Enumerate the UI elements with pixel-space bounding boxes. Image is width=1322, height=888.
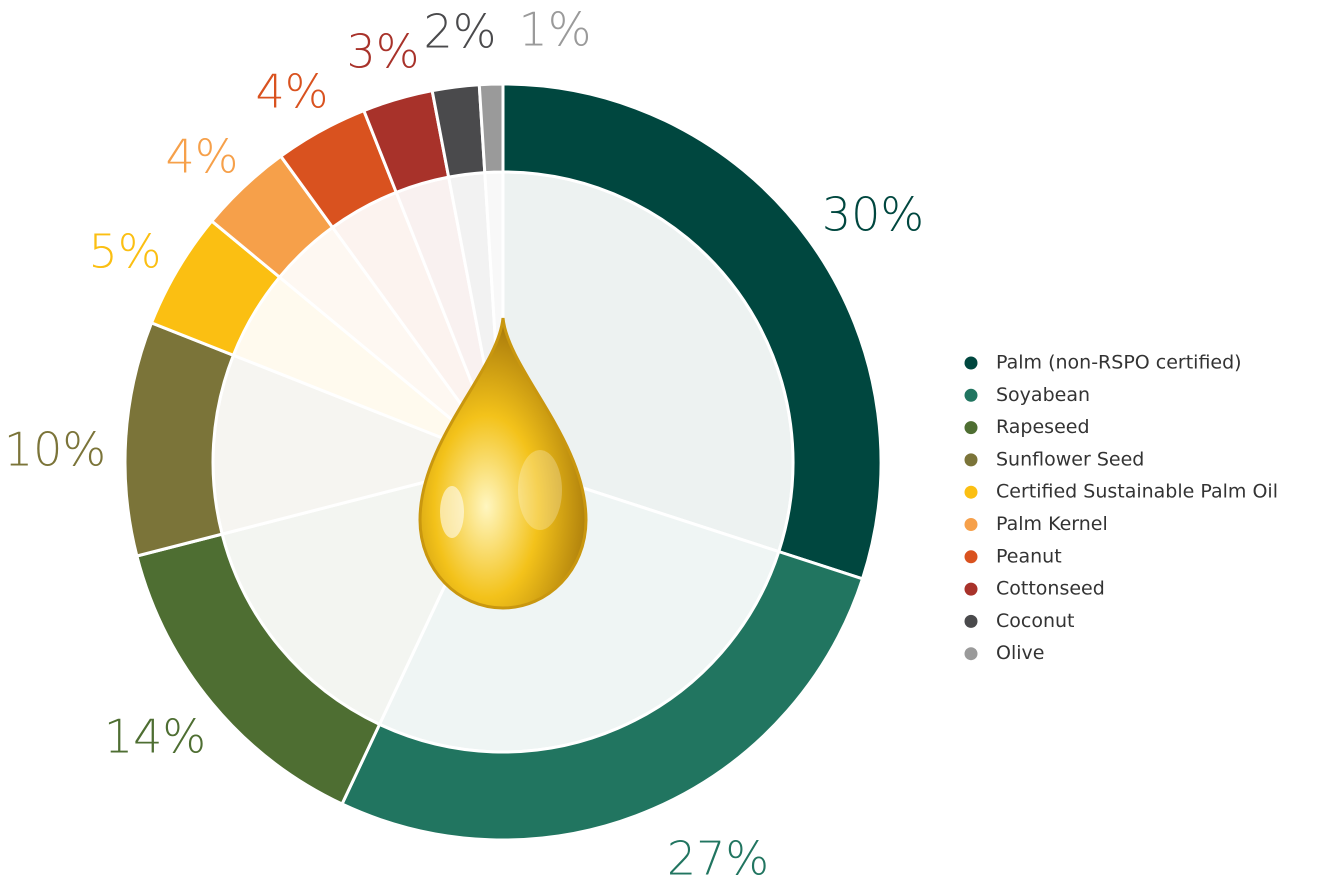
legend-label: Coconut (996, 610, 1075, 632)
oil-drop-icon (418, 317, 588, 610)
value-label: 5% (89, 225, 162, 279)
legend-label: Certified Sustainable Palm Oil (996, 481, 1278, 503)
wedge (477, 82, 505, 175)
value-label: 30% (822, 188, 924, 242)
legend: Palm (non-RSPO certified) Soyabean Rapesee… (964, 352, 1278, 664)
legend-label: Olive (996, 642, 1044, 664)
wedge (501, 82, 883, 581)
legend-label: Peanut (996, 545, 1062, 567)
value-label: 14% (104, 710, 206, 764)
legend-marker (964, 647, 978, 661)
legend-marker (964, 550, 978, 564)
value-label: 1% (519, 3, 592, 57)
legend-marker (964, 582, 978, 596)
value-label: 3% (347, 25, 420, 79)
legend-label: Cottonseed (996, 578, 1105, 600)
value-label: 10% (4, 423, 106, 477)
wedge (340, 549, 865, 842)
legend-marker (964, 453, 978, 467)
value-label: 27% (667, 832, 769, 886)
value-label: 4% (166, 130, 239, 184)
legend-marker (964, 614, 978, 628)
legend-marker (964, 421, 978, 435)
labels: 30%27%14%10%5%4%4%3% 2% 1% (4, 3, 924, 886)
value-label: 2% (424, 5, 497, 59)
legend-label: Soyabean (996, 384, 1090, 406)
legend-label: Palm (non-RSPO certified) (996, 352, 1242, 374)
value-label: 4% (256, 65, 329, 119)
legend-label: Sunflower Seed (996, 448, 1144, 470)
legend-label: Palm Kernel (996, 513, 1108, 535)
legend-marker (964, 485, 978, 499)
legend-marker (964, 388, 978, 402)
legend-marker (964, 518, 978, 531)
legend-marker (964, 356, 978, 370)
legend-label: Rapeseed (996, 416, 1090, 438)
